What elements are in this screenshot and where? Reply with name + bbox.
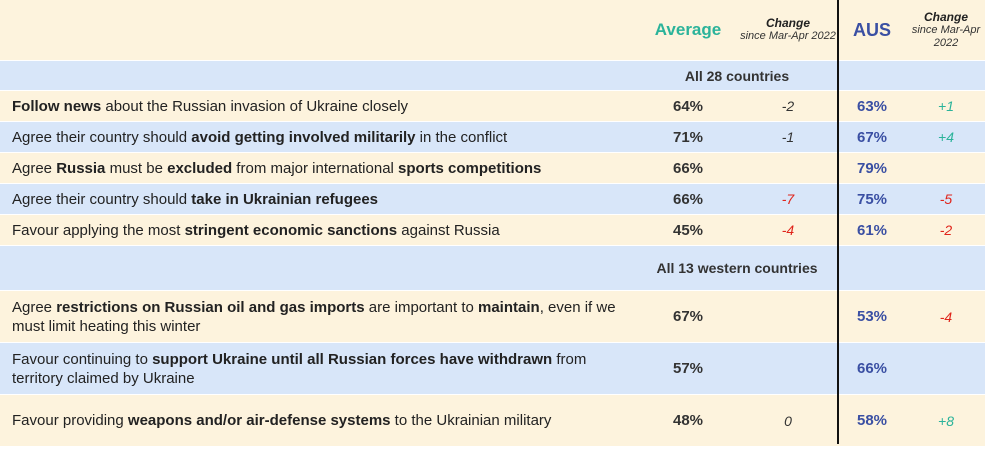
row-aus: 53% bbox=[837, 290, 907, 343]
row-change bbox=[739, 152, 837, 184]
row-aus-change bbox=[907, 152, 985, 184]
table-row: Agree restrictions on Russian oil and ga… bbox=[0, 290, 985, 343]
section-row: All 13 western countries bbox=[0, 245, 985, 291]
row-aus: 75% bbox=[837, 183, 907, 215]
table-row: Favour providing weapons and/or air-defe… bbox=[0, 394, 985, 446]
row-aus-change: -5 bbox=[907, 183, 985, 215]
header-change-sub: since Mar-Apr 2022 bbox=[740, 30, 836, 42]
row-change: 0 bbox=[739, 394, 837, 446]
row-average: 66% bbox=[637, 183, 739, 215]
section-title: All 13 western countries bbox=[637, 245, 837, 291]
row-label: Favour continuing to support Ukraine unt… bbox=[0, 342, 637, 395]
row-aus: 79% bbox=[837, 152, 907, 184]
row-aus: 63% bbox=[837, 90, 907, 122]
header-aus: AUS bbox=[837, 0, 907, 61]
row-label: Follow news about the Russian invasion o… bbox=[0, 90, 637, 122]
row-aus-change: +8 bbox=[907, 394, 985, 446]
header-aus-change-sub: since Mar-Apr 2022 bbox=[911, 23, 981, 49]
table-row: Agree Russia must be excluded from major… bbox=[0, 152, 985, 184]
header-blank bbox=[0, 0, 637, 61]
row-change: -4 bbox=[739, 214, 837, 246]
row-average: 57% bbox=[637, 342, 739, 395]
header-change-title: Change bbox=[765, 16, 810, 30]
row-aus-change: -2 bbox=[907, 214, 985, 246]
section-row: All 28 countries bbox=[0, 60, 985, 91]
row-aus: 66% bbox=[837, 342, 907, 395]
row-change: -2 bbox=[739, 90, 837, 122]
section-title: All 28 countries bbox=[637, 60, 837, 91]
row-average: 71% bbox=[637, 121, 739, 153]
row-change bbox=[739, 342, 837, 395]
row-average: 67% bbox=[637, 290, 739, 343]
row-change: -7 bbox=[739, 183, 837, 215]
row-change: -1 bbox=[739, 121, 837, 153]
header-aus-change: Change since Mar-Apr 2022 bbox=[907, 0, 985, 61]
row-label: Agree their country should avoid getting… bbox=[0, 121, 637, 153]
row-average: 64% bbox=[637, 90, 739, 122]
row-aus-change: +4 bbox=[907, 121, 985, 153]
row-label: Favour applying the most stringent econo… bbox=[0, 214, 637, 246]
header-average: Average bbox=[637, 0, 739, 61]
row-average: 45% bbox=[637, 214, 739, 246]
row-change bbox=[739, 290, 837, 343]
row-label: Favour providing weapons and/or air-defe… bbox=[0, 394, 637, 446]
header-row: Average Change since Mar-Apr 2022 AUS Ch… bbox=[0, 0, 985, 61]
row-aus-change bbox=[907, 342, 985, 395]
row-aus: 58% bbox=[837, 394, 907, 446]
column-divider bbox=[837, 0, 839, 444]
header-change: Change since Mar-Apr 2022 bbox=[739, 0, 837, 61]
row-aus: 67% bbox=[837, 121, 907, 153]
row-label: Agree Russia must be excluded from major… bbox=[0, 152, 637, 184]
row-aus: 61% bbox=[837, 214, 907, 246]
row-average: 48% bbox=[637, 394, 739, 446]
table-row: Favour continuing to support Ukraine unt… bbox=[0, 342, 985, 395]
row-average: 66% bbox=[637, 152, 739, 184]
row-label: Agree restrictions on Russian oil and ga… bbox=[0, 290, 637, 343]
row-aus-change: -4 bbox=[907, 290, 985, 343]
table-row: Agree their country should avoid getting… bbox=[0, 121, 985, 153]
table-row: Agree their country should take in Ukrai… bbox=[0, 183, 985, 215]
row-aus-change: +1 bbox=[907, 90, 985, 122]
row-label: Agree their country should take in Ukrai… bbox=[0, 183, 637, 215]
table-row: Follow news about the Russian invasion o… bbox=[0, 90, 985, 122]
table-row: Favour applying the most stringent econo… bbox=[0, 214, 985, 246]
header-aus-change-title: Change bbox=[923, 9, 968, 24]
